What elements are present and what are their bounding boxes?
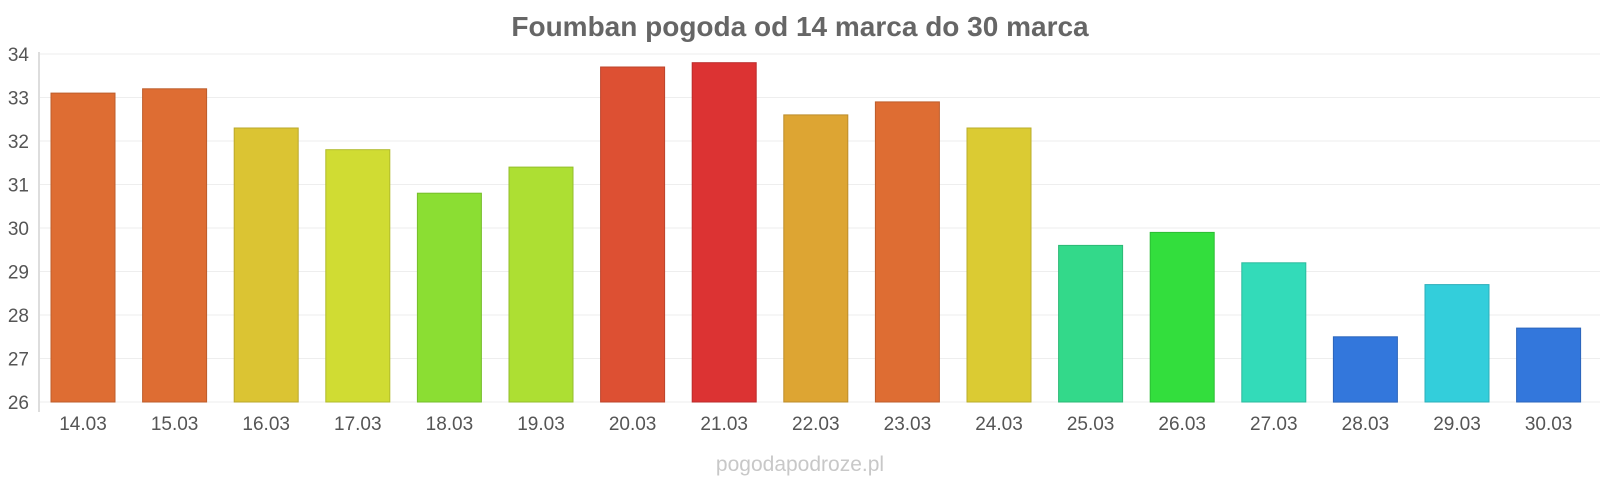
bar <box>874 101 940 403</box>
y-tick-label: 28 <box>8 306 29 327</box>
bar <box>783 114 849 403</box>
y-tick-label: 31 <box>8 176 29 197</box>
bar <box>508 166 574 403</box>
bar <box>691 62 757 403</box>
y-tick-label: 29 <box>8 263 29 284</box>
x-tick-label: 23.03 <box>884 414 932 435</box>
bar <box>1424 284 1490 403</box>
bar <box>50 92 116 403</box>
y-tick-label: 26 <box>8 393 29 414</box>
bar <box>1241 262 1307 403</box>
x-tick-label: 27.03 <box>1250 414 1298 435</box>
y-tick-label: 32 <box>8 132 29 153</box>
bar <box>325 149 391 403</box>
x-tick-label: 30.03 <box>1525 414 1573 435</box>
x-tick-label: 20.03 <box>609 414 657 435</box>
x-tick-label: 24.03 <box>975 414 1023 435</box>
x-tick-label: 19.03 <box>517 414 565 435</box>
bar <box>600 66 666 403</box>
bars <box>50 62 1582 403</box>
chart-title: Foumban pogoda od 14 marca do 30 marca <box>511 11 1089 42</box>
y-axis-ticks: 26 27 28 29 30 31 32 33 34 <box>8 45 30 414</box>
x-tick-label: 14.03 <box>59 414 107 435</box>
x-tick-label: 29.03 <box>1433 414 1481 435</box>
bar <box>1058 244 1124 403</box>
x-tick-label: 21.03 <box>700 414 748 435</box>
x-tick-label: 25.03 <box>1067 414 1115 435</box>
y-tick-label: 30 <box>8 219 29 240</box>
bar <box>142 88 208 403</box>
x-tick-label: 22.03 <box>792 414 840 435</box>
x-tick-label: 28.03 <box>1342 414 1390 435</box>
bar <box>1332 336 1398 403</box>
y-tick-label: 33 <box>8 89 29 110</box>
x-tick-label: 15.03 <box>151 414 199 435</box>
x-tick-label: 18.03 <box>426 414 474 435</box>
y-tick-label: 34 <box>8 45 30 66</box>
x-tick-label: 26.03 <box>1158 414 1206 435</box>
y-tick-label: 27 <box>8 350 29 371</box>
bar <box>233 127 299 403</box>
bar <box>1149 231 1215 403</box>
watermark: pogodapodroze.pl <box>716 453 884 476</box>
bar <box>1516 327 1582 403</box>
x-axis-ticks: 14.03 15.03 16.03 17.03 18.03 19.03 20.03 21.03… <box>59 414 1572 435</box>
x-tick-label: 16.03 <box>242 414 290 435</box>
bar <box>966 127 1032 403</box>
bar <box>416 192 482 403</box>
x-tick-label: 17.03 <box>334 414 382 435</box>
